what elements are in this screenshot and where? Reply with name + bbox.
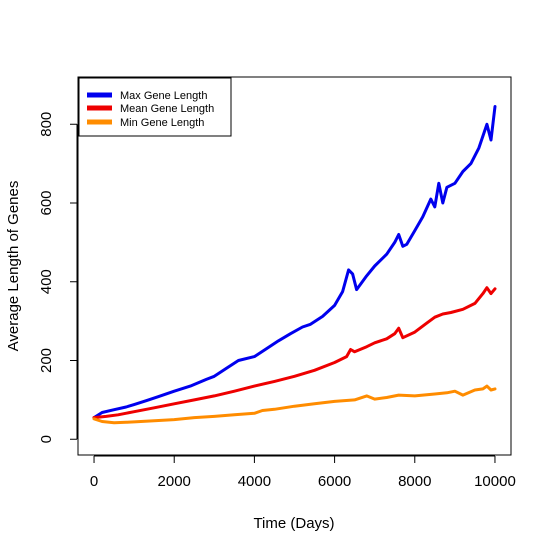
series-layer xyxy=(92,105,497,425)
y-tick-label: 800 xyxy=(38,112,55,137)
x-tick-label: 2000 xyxy=(158,473,191,490)
series-min-line xyxy=(92,384,497,425)
y-tick-label: 600 xyxy=(38,190,55,215)
legend: Max Gene Length Mean Gene Length Min Gen… xyxy=(78,77,232,137)
y-tick-label: 400 xyxy=(38,269,55,294)
x-axis: 0 2000 4000 6000 8000 10000 xyxy=(90,455,516,490)
y-tick-label: 0 xyxy=(38,435,55,443)
series-max-line xyxy=(92,105,497,420)
x-axis-title: Time (Days) xyxy=(253,515,334,532)
x-tick-label: 4000 xyxy=(238,473,271,490)
x-tick-label: 6000 xyxy=(318,473,351,490)
x-tick-label: 0 xyxy=(90,473,98,490)
y-axis: 0 200 400 600 800 xyxy=(38,112,78,443)
plot-frame xyxy=(77,76,512,456)
y-axis-title: Average Length of Genes xyxy=(5,181,22,352)
y-tick-label: 200 xyxy=(38,348,55,373)
series-mean-line xyxy=(92,286,497,420)
legend-label-mean: Mean Gene Length xyxy=(120,103,214,115)
legend-label-min: Min Gene Length xyxy=(120,117,204,129)
x-tick-label: 8000 xyxy=(398,473,431,490)
x-tick-label: 10000 xyxy=(474,473,516,490)
legend-label-max: Max Gene Length xyxy=(120,90,207,102)
